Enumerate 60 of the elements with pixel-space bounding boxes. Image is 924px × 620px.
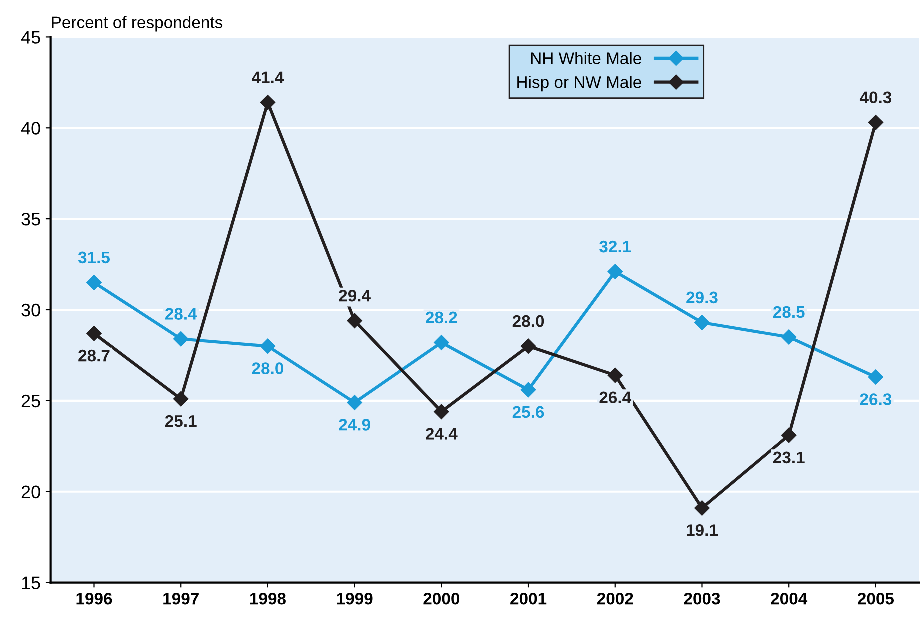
point [347,313,362,328]
point [608,264,623,280]
point [174,332,189,347]
data-label: 41.4 [252,72,284,84]
data-label: 28.5 [773,306,805,318]
data-label: 28.0 [252,362,284,374]
point [694,500,710,516]
data-label: 24.9 [339,419,370,431]
data-label: 40.3 [860,92,892,104]
data-label: 32.1 [600,240,632,253]
point [434,404,450,420]
data-label: 29.3 [686,292,718,304]
point [86,326,102,342]
point [868,370,884,385]
data-label: 25.1 [165,415,197,428]
x-tick-label: 2003 [684,592,720,605]
point [260,95,276,110]
y-tick-label: 15 [22,576,40,590]
x-tick-label: 1996 [76,592,112,605]
x-tick-label: 2004 [771,592,808,605]
point [174,392,189,407]
point [260,338,276,354]
data-label: 19.1 [687,524,718,536]
data-label: 28.0 [512,315,544,328]
data-label: 29.4 [339,290,371,302]
point [434,335,450,350]
legend-label: NH White Male [531,52,642,64]
point [694,315,710,330]
point [608,368,623,384]
y-tick-label: 20 [22,486,40,499]
data-label: 25.6 [512,406,544,418]
y-tick-label: 45 [21,31,40,44]
point [86,275,102,290]
data-label: 23.1 [773,452,805,464]
point [520,382,536,398]
data-label: 28.7 [78,350,110,362]
y-tick-label: 30 [22,304,40,317]
y-tick-label: 25 [22,394,40,408]
data-label: 26.3 [860,394,892,406]
data-label: 26.4 [600,392,632,404]
x-tick-label: 2005 [858,592,894,605]
data-label: 28.4 [165,308,198,320]
x-tick-label: 2002 [597,592,634,605]
point [347,395,362,410]
data-label: 31.5 [78,252,110,264]
y-tick-label: 35 [22,213,40,226]
data-label: 28.2 [426,312,458,324]
x-tick-label: 1998 [250,592,286,605]
point [868,115,884,130]
x-tick-label: 2001 [510,592,547,605]
x-tick-label: 1999 [337,592,373,605]
point [782,330,797,345]
x-tick-label: 1997 [164,592,199,605]
y-axis-title: Percent of respondents [52,16,223,32]
data-label: 24.4 [426,428,458,440]
point [520,338,536,354]
x-tick-label: 2000 [424,592,460,605]
y-tick-label: 40 [21,122,40,135]
point [782,428,797,444]
legend-label: Hisp or NW Male [518,76,642,92]
